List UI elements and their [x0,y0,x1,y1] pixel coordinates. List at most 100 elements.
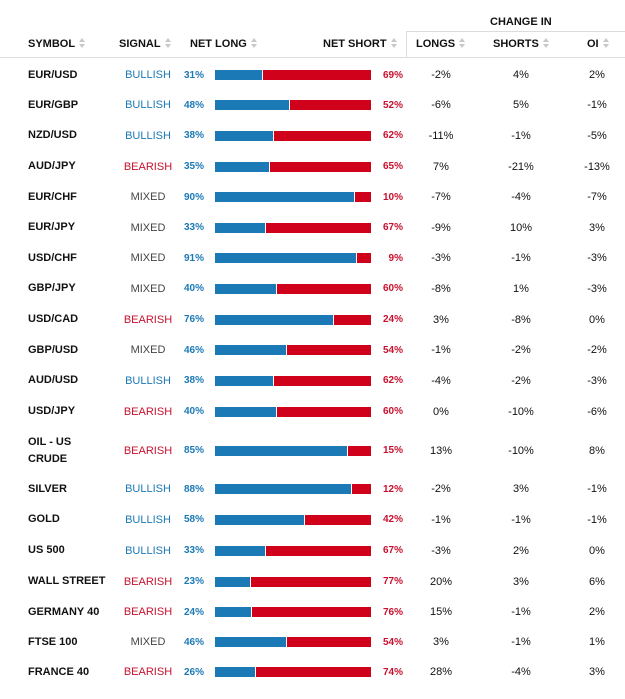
symbol-cell[interactable]: EUR/CHF [28,190,77,203]
table-row[interactable]: WALL STREET BEARISH 23% 77% 20% 3% 6% [0,566,625,597]
net-short-column-header[interactable]: NET SHORT [323,38,398,50]
symbol-cell[interactable]: FTSE 100 [28,635,78,648]
oi-column-header[interactable]: OI [587,38,610,50]
sentiment-bar [215,345,371,355]
net-long-bar [215,607,253,617]
oi-change-cell: -3% [587,374,607,387]
longs-change-cell: -2% [431,69,451,81]
net-long-header-label: NET LONG [190,38,247,50]
symbol-cell[interactable]: USD/JPY [28,405,76,417]
net-long-value: 23% [183,576,204,587]
net-long-value: 31% [183,69,204,81]
table-row[interactable]: SILVER BULLISH 88% 12% -2% 3% -1% [0,474,625,504]
symbol-cell[interactable]: FRANCE 40 [28,665,90,678]
net-long-value: 40% [183,406,204,417]
net-short-value: 9% [388,252,403,264]
net-short-bar [277,406,371,417]
table-row[interactable]: GOLD BULLISH 58% 42% -1% -1% -1% [0,504,625,535]
oi-change-cell: -1% [587,513,607,526]
symbol-cell[interactable]: GERMANY 40 [28,605,100,618]
net-short-bar [277,283,371,294]
signal-cell: BEARISH [123,575,173,588]
table-row[interactable]: EUR/CHF MIXED 90% 10% -7% -4% -7% [0,182,625,212]
net-long-value: 24% [183,606,204,618]
table-row[interactable]: GBP/JPY MIXED 40% 60% -8% 1% -3% [0,273,625,304]
symbol-cell[interactable]: NZD/USD [28,129,77,141]
table-row[interactable]: USD/CAD BEARISH 76% 24% 3% -8% 0% [0,304,625,335]
symbol-cell[interactable]: GBP/USD [28,343,79,356]
longs-column-header[interactable]: LONGS [416,38,466,50]
sentiment-bar [215,283,371,294]
signal-cell: MIXED [130,282,166,295]
shorts-change-cell: -10% [508,405,534,418]
sort-icon[interactable] [390,38,398,49]
symbol-cell[interactable]: USD/CAD [28,313,79,325]
net-short-bar [347,445,371,456]
table-row[interactable]: GBP/USD MIXED 46% 54% -1% -2% -2% [0,335,625,365]
table-row[interactable]: EUR/GBP BULLISH 48% 52% -6% 5% -1% [0,90,625,120]
symbol-cell[interactable]: EUR/USD [28,68,78,81]
sort-icon[interactable] [79,38,86,49]
sort-icon[interactable] [602,38,610,49]
longs-change-cell: -9% [431,221,451,234]
symbol-cell[interactable]: EUR/JPY [28,221,76,233]
signal-cell: MIXED [130,636,166,648]
oi-change-cell: 0% [589,544,605,557]
signal-column-header[interactable]: SIGNAL [119,38,172,50]
net-long-value: 91% [183,252,204,264]
signal-cell: BULLISH [125,99,171,111]
symbol-cell[interactable]: AUD/USD [28,374,79,386]
net-short-bar [274,375,371,386]
table-row[interactable]: US 500 BULLISH 33% 67% -3% 2% 0% [0,535,625,566]
symbol-cell[interactable]: OIL - US CRUDE [28,435,72,465]
shorts-change-cell: -8% [511,313,531,326]
shorts-header-label: SHORTS [493,38,539,50]
symbol-cell[interactable]: GOLD [28,513,60,525]
sort-icon[interactable] [459,38,466,49]
symbol-cell[interactable]: GBP/JPY [28,282,76,294]
table-row[interactable]: FTSE 100 MIXED 46% 54% 3% -1% 1% [0,627,625,657]
table-row[interactable]: EUR/USD BULLISH 31% 69% -2% 4% 2% [0,60,625,90]
sentiment-bar [215,445,371,456]
sentiment-bar [215,130,371,141]
symbol-cell[interactable]: SILVER [28,482,67,495]
net-long-value: 46% [183,344,204,356]
longs-change-cell: -6% [431,99,451,111]
oi-change-cell: -3% [587,252,607,264]
table-row[interactable]: AUD/JPY BEARISH 35% 65% 7% -21% -13% [0,151,625,182]
change-in-group-divider [406,31,625,32]
sort-icon[interactable] [250,38,258,49]
table-row[interactable]: NZD/USD BULLISH 38% 62% -11% -1% -5% [0,120,625,151]
symbol-cell[interactable]: USD/CHF [28,251,77,264]
table-row[interactable]: GERMANY 40 BEARISH 24% 76% 15% -1% 2% [0,597,625,627]
sort-icon[interactable] [542,38,550,49]
symbol-column-header[interactable]: SYMBOL [28,38,86,50]
net-long-value: 26% [183,666,204,678]
table-row[interactable]: FRANCE 40 BEARISH 26% 74% 28% -4% 3% [0,657,625,687]
table-row[interactable]: EUR/JPY MIXED 33% 67% -9% 10% 3% [0,212,625,243]
net-long-value: 40% [183,283,204,294]
net-short-bar [305,514,371,525]
sentiment-bar [215,576,371,587]
table-row[interactable]: OIL - US CRUDE BEARISH 85% 15% 13% -10% 8% [0,427,625,474]
table-row[interactable]: USD/JPY BEARISH 40% 60% 0% -10% -6% [0,396,625,427]
symbol-cell[interactable]: US 500 [28,544,65,556]
net-short-value: 67% [382,222,403,233]
sentiment-bar [215,222,371,233]
table-row[interactable]: USD/CHF MIXED 91% 9% -3% -1% -3% [0,243,625,273]
net-short-value: 69% [382,69,403,81]
symbol-cell[interactable]: WALL STREET [28,575,106,587]
net-long-value: 90% [183,191,204,203]
net-long-value: 38% [183,375,204,386]
net-long-column-header[interactable]: NET LONG [190,38,258,50]
symbol-cell[interactable]: AUD/JPY [28,160,76,172]
longs-change-cell: -4% [431,374,451,387]
net-short-value: 15% [382,445,403,456]
net-short-bar [250,576,371,587]
sort-icon[interactable] [164,38,172,49]
net-long-bar [215,406,278,417]
table-row[interactable]: AUD/USD BULLISH 38% 62% -4% -2% -3% [0,365,625,396]
sentiment-bar [215,161,371,172]
symbol-cell[interactable]: EUR/GBP [28,98,79,111]
shorts-column-header[interactable]: SHORTS [493,38,550,50]
